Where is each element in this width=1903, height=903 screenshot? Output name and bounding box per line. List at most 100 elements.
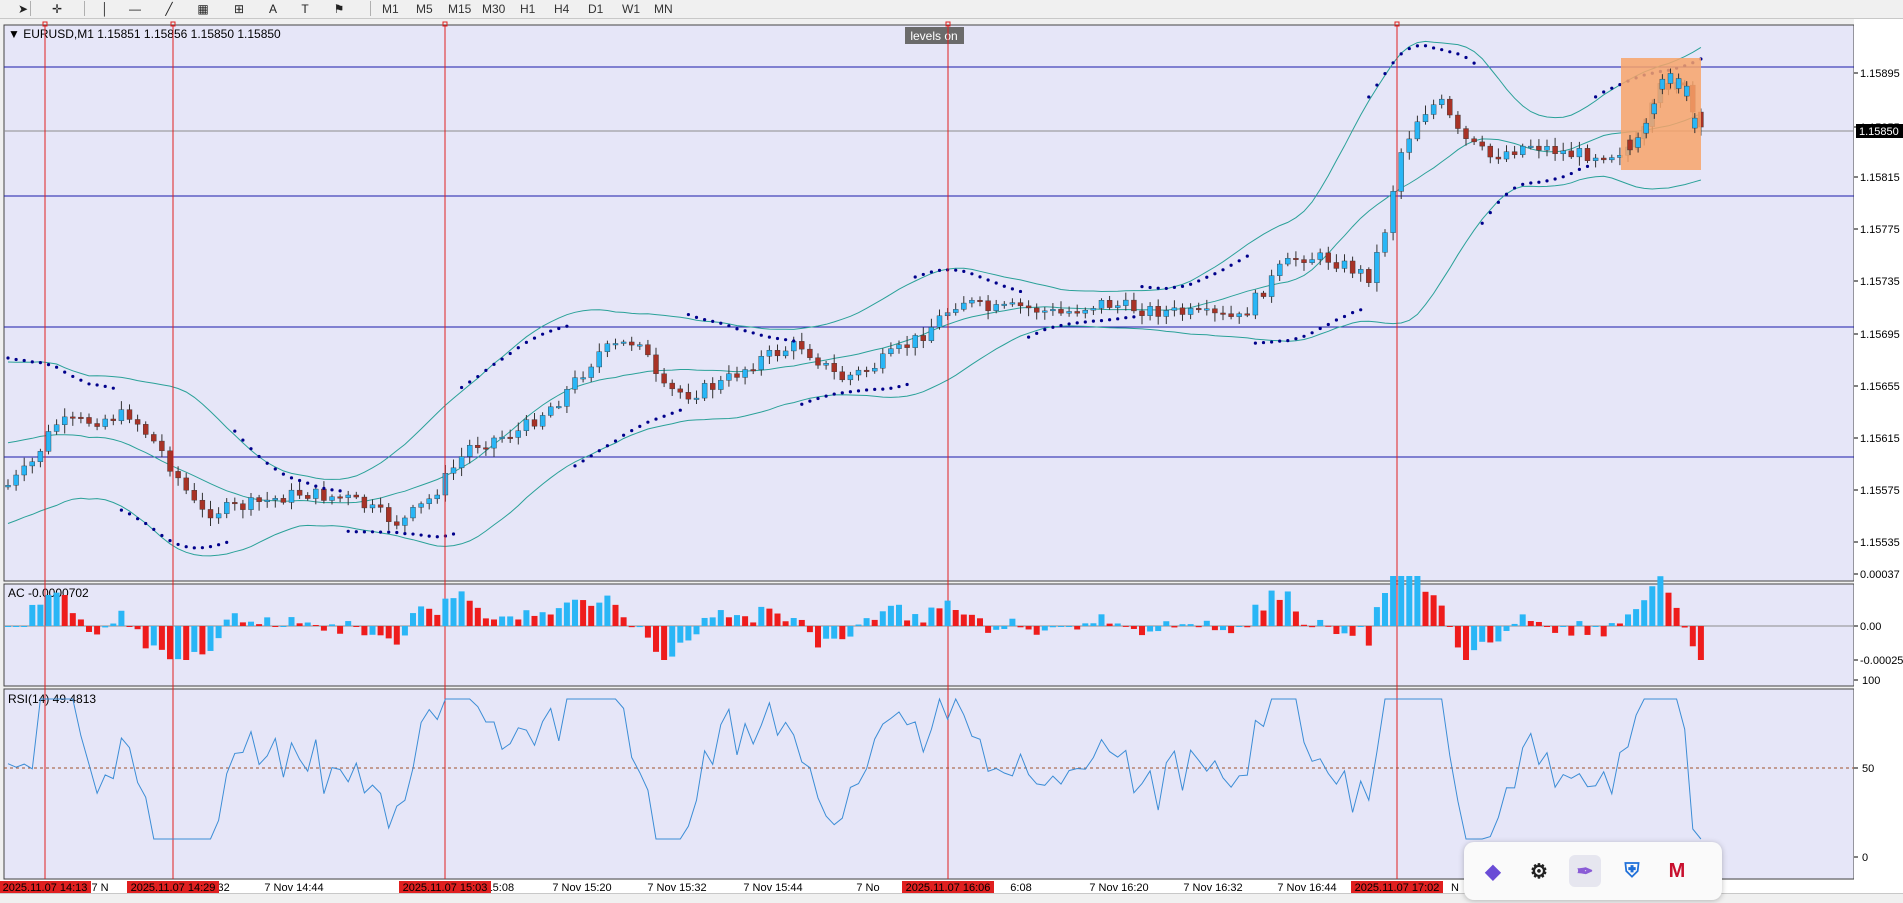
ac-panel[interactable] — [3, 583, 1855, 687]
svg-text:2025.11.07 14:13: 2025.11.07 14:13 — [3, 882, 88, 893]
ac-bar — [677, 626, 684, 643]
sar-dot — [1180, 284, 1185, 288]
timeframe-mn[interactable]: MN — [654, 1, 673, 16]
fibonacci-tool-icon[interactable]: ▦ — [197, 1, 209, 16]
candle — [361, 494, 368, 513]
candle — [1050, 303, 1056, 316]
candle — [159, 434, 165, 458]
timeframe-m30[interactable]: M30 — [482, 1, 506, 16]
chart-header: ▼ EURUSD,M1 1.15851 1.15856 1.15850 1.15… — [8, 27, 281, 41]
timeframe-m15[interactable]: M15 — [448, 1, 472, 16]
sar-dot — [1027, 335, 1031, 339]
timeframe-w1[interactable]: W1 — [622, 1, 640, 16]
time-tick-label: 7 No — [856, 882, 879, 893]
candle — [305, 492, 311, 501]
ac-bar — [1697, 626, 1704, 660]
candle — [701, 379, 708, 402]
sar-dot — [962, 269, 966, 273]
sar-dot — [1464, 55, 1468, 60]
shapes-tool-icon[interactable]: ⚑ — [333, 1, 345, 16]
sar-dot — [1261, 340, 1266, 345]
timeframe-m1[interactable]: M1 — [382, 1, 399, 16]
cursor-tool-icon[interactable]: ➤ — [17, 1, 29, 16]
ac-bar — [296, 623, 303, 626]
ac-bar — [466, 600, 473, 626]
candle — [248, 493, 254, 516]
ac-bar — [790, 618, 797, 626]
sar-dot — [281, 472, 285, 476]
ac-bar — [1098, 614, 1105, 626]
ac-bar — [1608, 623, 1615, 626]
candle — [531, 412, 538, 430]
candle — [483, 441, 489, 456]
chart-window[interactable]: ▼ EURUSD,M1 1.15851 1.15856 1.15850 1.15… — [0, 19, 1903, 893]
sar-dot — [87, 382, 91, 386]
rsi-tick-label: 100 — [1862, 675, 1880, 687]
candle — [799, 332, 805, 355]
sar-dot — [314, 484, 318, 488]
candle — [1187, 303, 1194, 320]
trendline-tool-icon[interactable]: ╱ — [165, 1, 173, 16]
candle — [1568, 141, 1575, 159]
time-tick-label: 7 N — [91, 882, 108, 893]
timeframe-d1[interactable]: D1 — [588, 1, 604, 16]
candle — [685, 383, 692, 404]
candle — [345, 490, 351, 506]
sar-dot — [848, 390, 853, 394]
timeframe-h1[interactable]: H1 — [520, 1, 536, 16]
ac-bar — [442, 598, 449, 626]
vertical-line-tool-icon[interactable]: │ — [101, 1, 109, 16]
main-chart-panel[interactable] — [3, 24, 1855, 582]
sar-dot — [265, 461, 269, 465]
ac-bar — [1495, 626, 1502, 642]
text-tool-icon[interactable]: A — [268, 1, 277, 16]
candle — [1009, 298, 1016, 307]
candle — [434, 489, 440, 504]
ac-bar — [312, 625, 319, 627]
ac-bar — [960, 614, 967, 626]
horizontal-line-tool-icon[interactable]: — — [129, 1, 141, 16]
timeframe-h4[interactable]: H4 — [554, 1, 570, 16]
candle — [199, 492, 206, 518]
candle — [1317, 248, 1323, 266]
chatgpt-app-icon[interactable]: ⚙ — [1530, 860, 1548, 883]
ac-bar — [1568, 626, 1575, 636]
candle — [1025, 300, 1032, 317]
candle — [207, 500, 214, 527]
sar-dot — [986, 278, 990, 282]
sar-dot — [784, 338, 788, 342]
candle — [1471, 136, 1477, 146]
feather-app-icon[interactable]: ✒ — [1569, 855, 1601, 887]
sar-dot — [630, 429, 634, 433]
ac-bar — [239, 622, 246, 626]
candle — [377, 497, 384, 513]
ac-bar — [110, 623, 117, 626]
mcafee-icon[interactable]: M — [1668, 859, 1686, 882]
ac-bar — [758, 606, 765, 626]
ac-bar — [1390, 576, 1397, 626]
timeframe-m5[interactable]: M5 — [416, 1, 433, 16]
sar-dot — [1407, 46, 1411, 51]
crosshair-tool-icon[interactable]: ✛ — [51, 1, 63, 16]
channel-tool-icon[interactable]: ⊞ — [233, 1, 245, 16]
vertical-line-time-label: 2025.11.07 14:29 — [127, 881, 219, 893]
candle — [53, 419, 60, 435]
candle — [1463, 125, 1469, 146]
candle — [386, 503, 392, 531]
defender-shield-icon[interactable]: ⛨ — [1624, 859, 1640, 882]
candle — [13, 469, 19, 491]
ac-bar — [491, 619, 497, 626]
ac-bar — [337, 626, 344, 634]
highlight-rectangle[interactable] — [1621, 58, 1701, 170]
ac-bar — [1422, 591, 1429, 626]
ac-bar — [264, 617, 271, 626]
text-label-tool-icon[interactable]: T — [301, 1, 309, 16]
copilot-app-icon[interactable]: ◆ — [1485, 860, 1501, 883]
ac-bar — [936, 608, 943, 626]
sar-dot — [1399, 52, 1403, 56]
candle — [774, 344, 781, 362]
candle — [1163, 305, 1170, 325]
candle — [693, 390, 700, 405]
ac-bar — [1017, 626, 1024, 628]
ac-bar — [1041, 626, 1048, 631]
